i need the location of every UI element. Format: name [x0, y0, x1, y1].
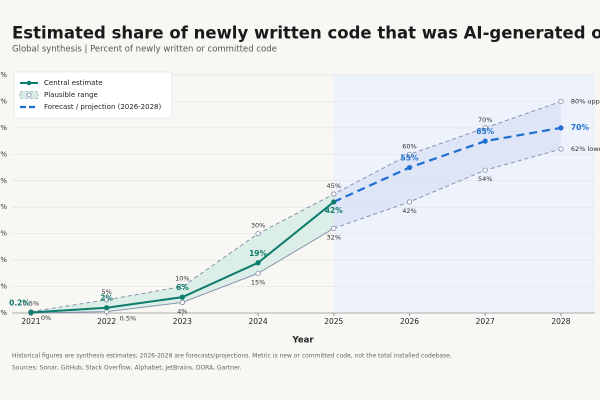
data-label: 55% — [401, 154, 419, 163]
range-label: 0.5% — [120, 315, 137, 323]
legend-box — [13, 71, 173, 119]
x-tick-label: 2025 — [324, 317, 343, 326]
range-point — [558, 98, 564, 105]
x-tick-label: 2024 — [249, 317, 268, 326]
range-label: 0.5% — [23, 300, 40, 308]
range-label: 0% — [41, 314, 51, 322]
range-label: 5% — [101, 288, 111, 296]
central-point — [406, 164, 413, 171]
x-tick-label: 2028 — [551, 317, 570, 326]
central-point — [179, 294, 185, 300]
legend: Central estimate Plausible range Forecast … — [13, 71, 173, 119]
range-lower-line — [333, 148, 562, 229]
range-point — [331, 191, 337, 197]
range-point — [179, 299, 185, 306]
legend-label: Forecast / projection (2026-2028) — [44, 103, 161, 111]
x-tick-label: 2027 — [476, 317, 495, 326]
range-label: 60% — [402, 142, 416, 150]
footnote: Historical figures are synthesis estimat… — [12, 353, 452, 360]
central-point — [331, 199, 337, 205]
central-point — [558, 125, 564, 131]
data-label: 2% — [100, 294, 113, 303]
range-upper-line — [30, 101, 562, 313]
range-point — [255, 270, 261, 276]
y-tick-label: 0% — [0, 309, 7, 317]
footnote: Sources: Sonar, GitHub, Stack Overflow, … — [12, 365, 242, 372]
central-point — [28, 309, 34, 316]
range-label: 45% — [327, 182, 341, 190]
y-tick-label: 40% — [0, 203, 7, 211]
range-point — [255, 231, 261, 237]
range-point — [179, 283, 185, 290]
range-point — [482, 167, 488, 173]
range-band — [30, 194, 334, 313]
data-label: 19% — [249, 249, 267, 258]
legend-label: Plausible range — [44, 91, 98, 99]
y-tick-label: 60% — [0, 150, 7, 158]
legend-swatch — [26, 80, 32, 86]
y-tick-label: 20% — [0, 256, 7, 264]
x-tick-label: 2023 — [173, 317, 192, 326]
data-label: 0.2% — [9, 298, 30, 307]
range-label: 15% — [251, 278, 265, 286]
x-tick-label: 2026 — [400, 317, 419, 326]
range-label: 32% — [327, 233, 341, 241]
data-label: 42% — [325, 206, 343, 215]
range-label: 30% — [251, 222, 265, 230]
data-label: 70% — [571, 123, 589, 132]
range-label: 80% upp — [571, 97, 600, 105]
range-point — [482, 125, 488, 131]
range-point — [331, 225, 337, 231]
y-tick-label: 30% — [0, 230, 7, 238]
y-tick-label: 80% — [0, 97, 7, 105]
range-label: 62% lowe — [571, 145, 600, 153]
x-tick-label: 2021 — [21, 317, 40, 326]
x-axis-label: Year — [291, 336, 314, 346]
central-point — [255, 260, 261, 266]
data-label: 6% — [176, 283, 189, 292]
range-point — [558, 146, 564, 152]
range-label: 10% — [175, 275, 189, 283]
central-point — [482, 138, 488, 144]
x-tick-label: 2022 — [97, 317, 116, 326]
central-point — [104, 305, 110, 311]
y-tick-label: 70% — [0, 124, 7, 132]
y-tick-label: 90% — [0, 71, 7, 79]
y-tick-label: 50% — [0, 177, 7, 185]
range-label: 42% — [402, 207, 416, 215]
range-label: 70% — [478, 116, 492, 124]
forecast-range-band — [333, 101, 561, 229]
legend-label: Central estimate — [44, 79, 103, 87]
data-label: 65% — [476, 127, 494, 136]
range-point — [104, 297, 110, 303]
range-point — [406, 151, 413, 157]
forecast-line — [333, 126, 562, 203]
legend-swatch — [26, 92, 32, 98]
range-point — [406, 199, 413, 205]
chart-title: Estimated share of newly written code th… — [12, 24, 600, 43]
range-label: 4% — [177, 307, 187, 315]
range-label: 54% — [478, 175, 492, 183]
y-tick-label: 10% — [0, 283, 7, 291]
chart-subtitle: Global synthesis | Percent of newly writ… — [12, 45, 277, 55]
